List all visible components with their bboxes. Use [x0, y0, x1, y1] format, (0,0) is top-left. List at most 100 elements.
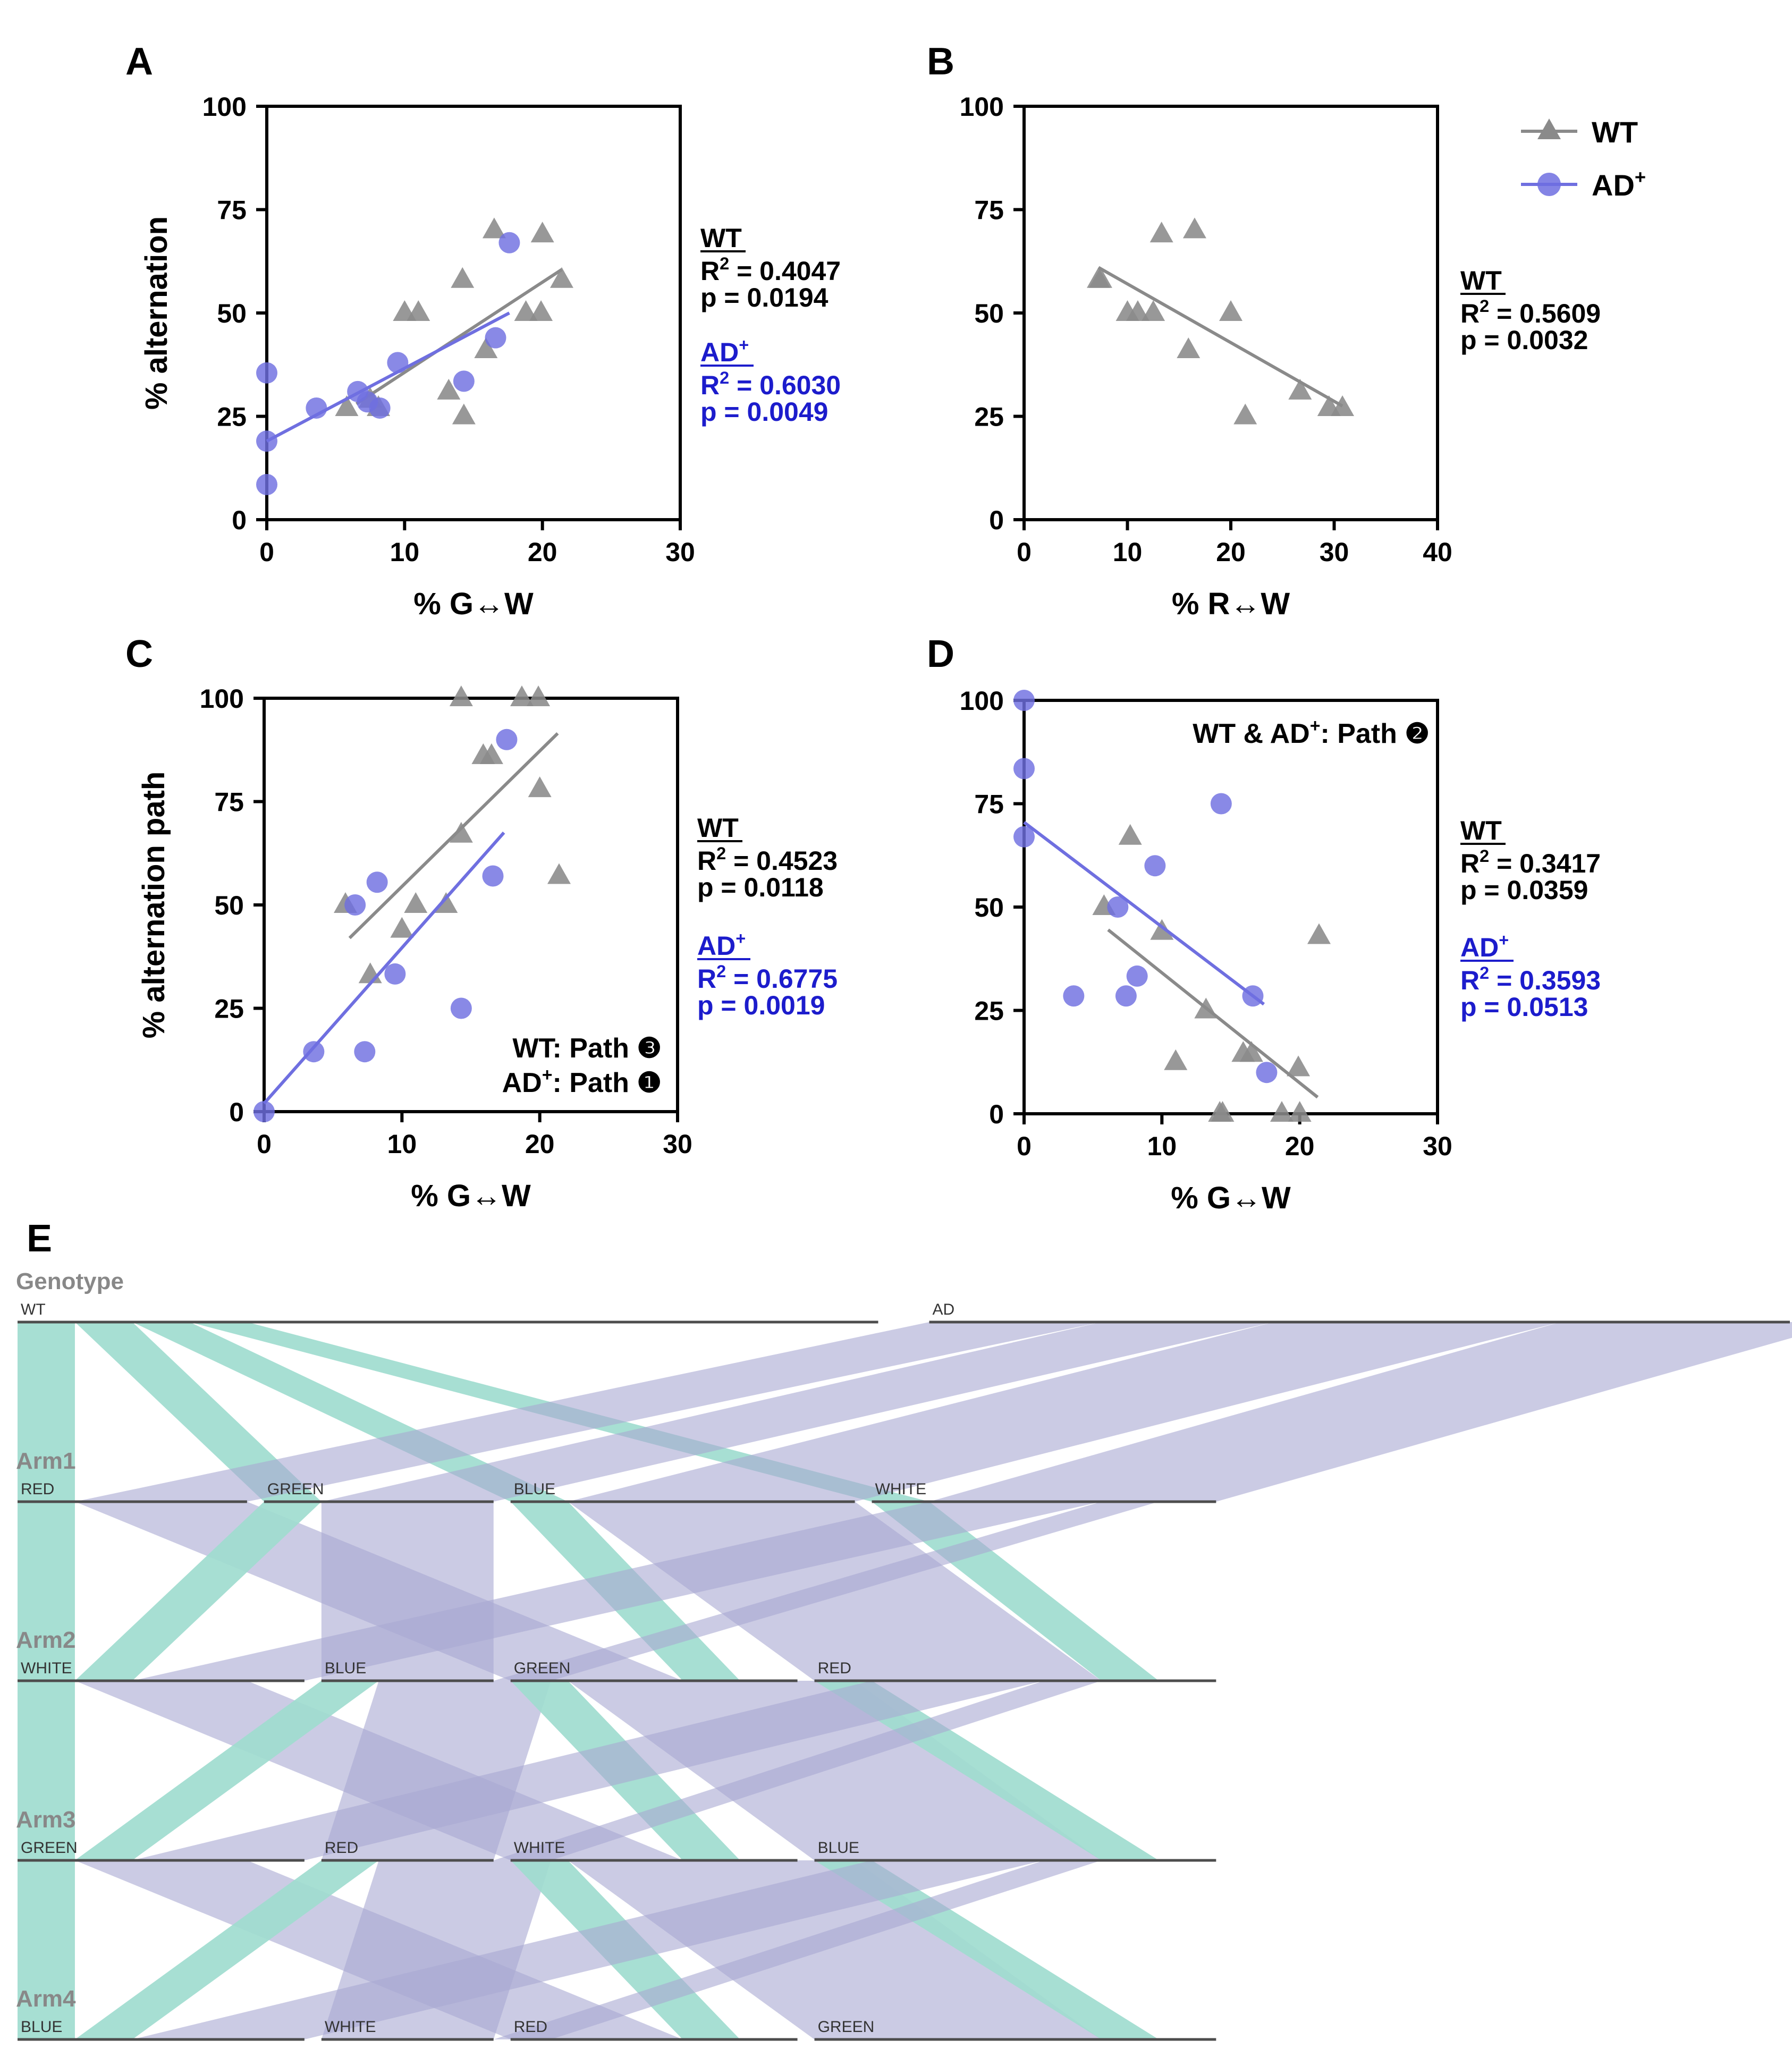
- ad-point: [496, 729, 518, 750]
- regression-line-ad: [1023, 821, 1265, 1006]
- wt-point: [1088, 267, 1112, 288]
- wt-point: [550, 267, 573, 288]
- panel-annotation: AD+: Path ❶: [502, 1065, 662, 1098]
- x-tick-label: 20: [525, 1129, 555, 1159]
- wt-point: [1288, 1101, 1312, 1122]
- y-tick-label: 0: [232, 505, 247, 535]
- x-axis-label: % R↔W: [1172, 587, 1290, 621]
- stats-p: p = 0.0049: [700, 397, 828, 427]
- node-label: WT: [21, 1301, 46, 1318]
- ad-point: [369, 397, 391, 419]
- level-name: Genotype: [16, 1268, 124, 1294]
- wt-point: [528, 776, 552, 798]
- flow-ribbon-wt: [814, 1681, 1159, 1860]
- x-tick-label: 0: [1017, 1131, 1032, 1161]
- wt-point: [1307, 923, 1331, 944]
- x-tick-label: 20: [1216, 537, 1246, 567]
- wt-point: [1118, 824, 1142, 845]
- stats-p: p = 0.0359: [1460, 875, 1588, 905]
- y-tick-label: 100: [960, 686, 1004, 716]
- stats-group-name: WT: [697, 813, 739, 843]
- x-tick-label: 30: [665, 537, 695, 567]
- node-label: RED: [514, 2018, 547, 2036]
- y-tick-label: 50: [217, 299, 247, 328]
- wt-point: [474, 337, 498, 359]
- flow-ribbon-ad: [493, 1681, 1102, 1860]
- flow-ribbon-ad: [132, 1681, 1044, 1860]
- wt-point: [1239, 1041, 1263, 1062]
- node-label: WHITE: [875, 1480, 927, 1498]
- stats-group-name: WT: [700, 223, 742, 253]
- y-tick-label: 75: [214, 788, 244, 817]
- y-tick-label: 100: [960, 92, 1004, 122]
- ad-point: [344, 894, 366, 916]
- x-axis-label: % G↔W: [411, 1179, 531, 1213]
- panel-letter: D: [927, 633, 954, 675]
- ad-point: [485, 327, 506, 349]
- node-label: WHITE: [21, 1659, 72, 1677]
- flow-ribbon-wt: [74, 1860, 379, 2039]
- ad-point: [482, 865, 504, 887]
- node-label: GREEN: [267, 1480, 324, 1498]
- wt-point: [449, 685, 473, 706]
- stats-r2: R2 = 0.4523: [697, 844, 838, 876]
- wt-point: [404, 892, 428, 913]
- wt-point: [1150, 919, 1174, 940]
- panel-e: E Genotype WT AD Arm1 RED GREEN BLUE WHITE Arm2 WH…: [16, 1217, 1792, 2041]
- y-tick-label: 50: [974, 893, 1004, 922]
- plot-frame: [1022, 699, 1439, 1115]
- y-tick-label: 0: [229, 1097, 244, 1127]
- ad-point: [303, 1041, 325, 1063]
- ad-point: [306, 397, 327, 419]
- x-axis-label: % G↔W: [1171, 1181, 1291, 1215]
- regression-line-wt: [355, 268, 563, 405]
- y-tick-label: 25: [214, 994, 244, 1024]
- flow-ribbon-ad: [74, 1322, 1102, 1502]
- regression-line-ad: [266, 311, 510, 443]
- wt-point: [1233, 403, 1257, 425]
- y-tick-label: 100: [202, 92, 247, 122]
- stats-r2: R2 = 0.5609: [1460, 297, 1601, 328]
- stats-group-name: AD+: [697, 929, 746, 961]
- x-axis-label: % G↔W: [413, 587, 534, 621]
- stats-group-name: WT: [1460, 266, 1502, 295]
- y-tick-label: 25: [974, 996, 1004, 1026]
- wt-point: [390, 917, 414, 938]
- node-label: WHITE: [325, 2018, 376, 2036]
- node-label: RED: [818, 1659, 851, 1677]
- y-axis-label: % alternation path: [137, 772, 171, 1039]
- panel-letter: E: [27, 1217, 52, 1260]
- sankey-level-arm2: Arm2 WHITE BLUE GREEN RED: [16, 1627, 1216, 1682]
- flow-ribbon-wt: [18, 1681, 75, 1860]
- stats-r2: R2 = 0.3417: [1460, 846, 1601, 878]
- node-label: GREEN: [21, 1839, 78, 1857]
- stats-r2: R2 = 0.6775: [697, 962, 838, 994]
- wt-point: [482, 217, 506, 239]
- wt-point: [1142, 300, 1165, 321]
- flow-ribbon-wt: [74, 1322, 322, 1502]
- wt-point: [1288, 378, 1312, 400]
- flow-ribbon-ad: [132, 1860, 1044, 2039]
- stats-p: p = 0.0032: [1460, 325, 1588, 355]
- wt-point: [1177, 337, 1201, 359]
- wt-point: [335, 395, 359, 416]
- stats-p: p = 0.0019: [697, 990, 825, 1020]
- flow-ribbon-wt: [18, 1322, 75, 1502]
- ad-point: [256, 473, 277, 495]
- level-name: Arm3: [16, 1807, 76, 1833]
- node-label: GREEN: [818, 2018, 875, 2036]
- stats-r2: R2 = 0.3593: [1460, 963, 1601, 995]
- ad-point: [1126, 965, 1148, 987]
- flow-ribbon-ad: [493, 1860, 1102, 2039]
- wt-point: [1164, 1049, 1188, 1070]
- flow-ribbon-ad: [568, 1322, 1561, 1502]
- flow-ribbon-wt: [74, 1681, 379, 1860]
- node-label: GREEN: [514, 1659, 571, 1677]
- wt-point: [434, 892, 458, 913]
- y-tick-label: 50: [974, 299, 1004, 328]
- flow-ribbon-ad: [321, 1322, 1274, 1502]
- plot-frame: [265, 105, 682, 521]
